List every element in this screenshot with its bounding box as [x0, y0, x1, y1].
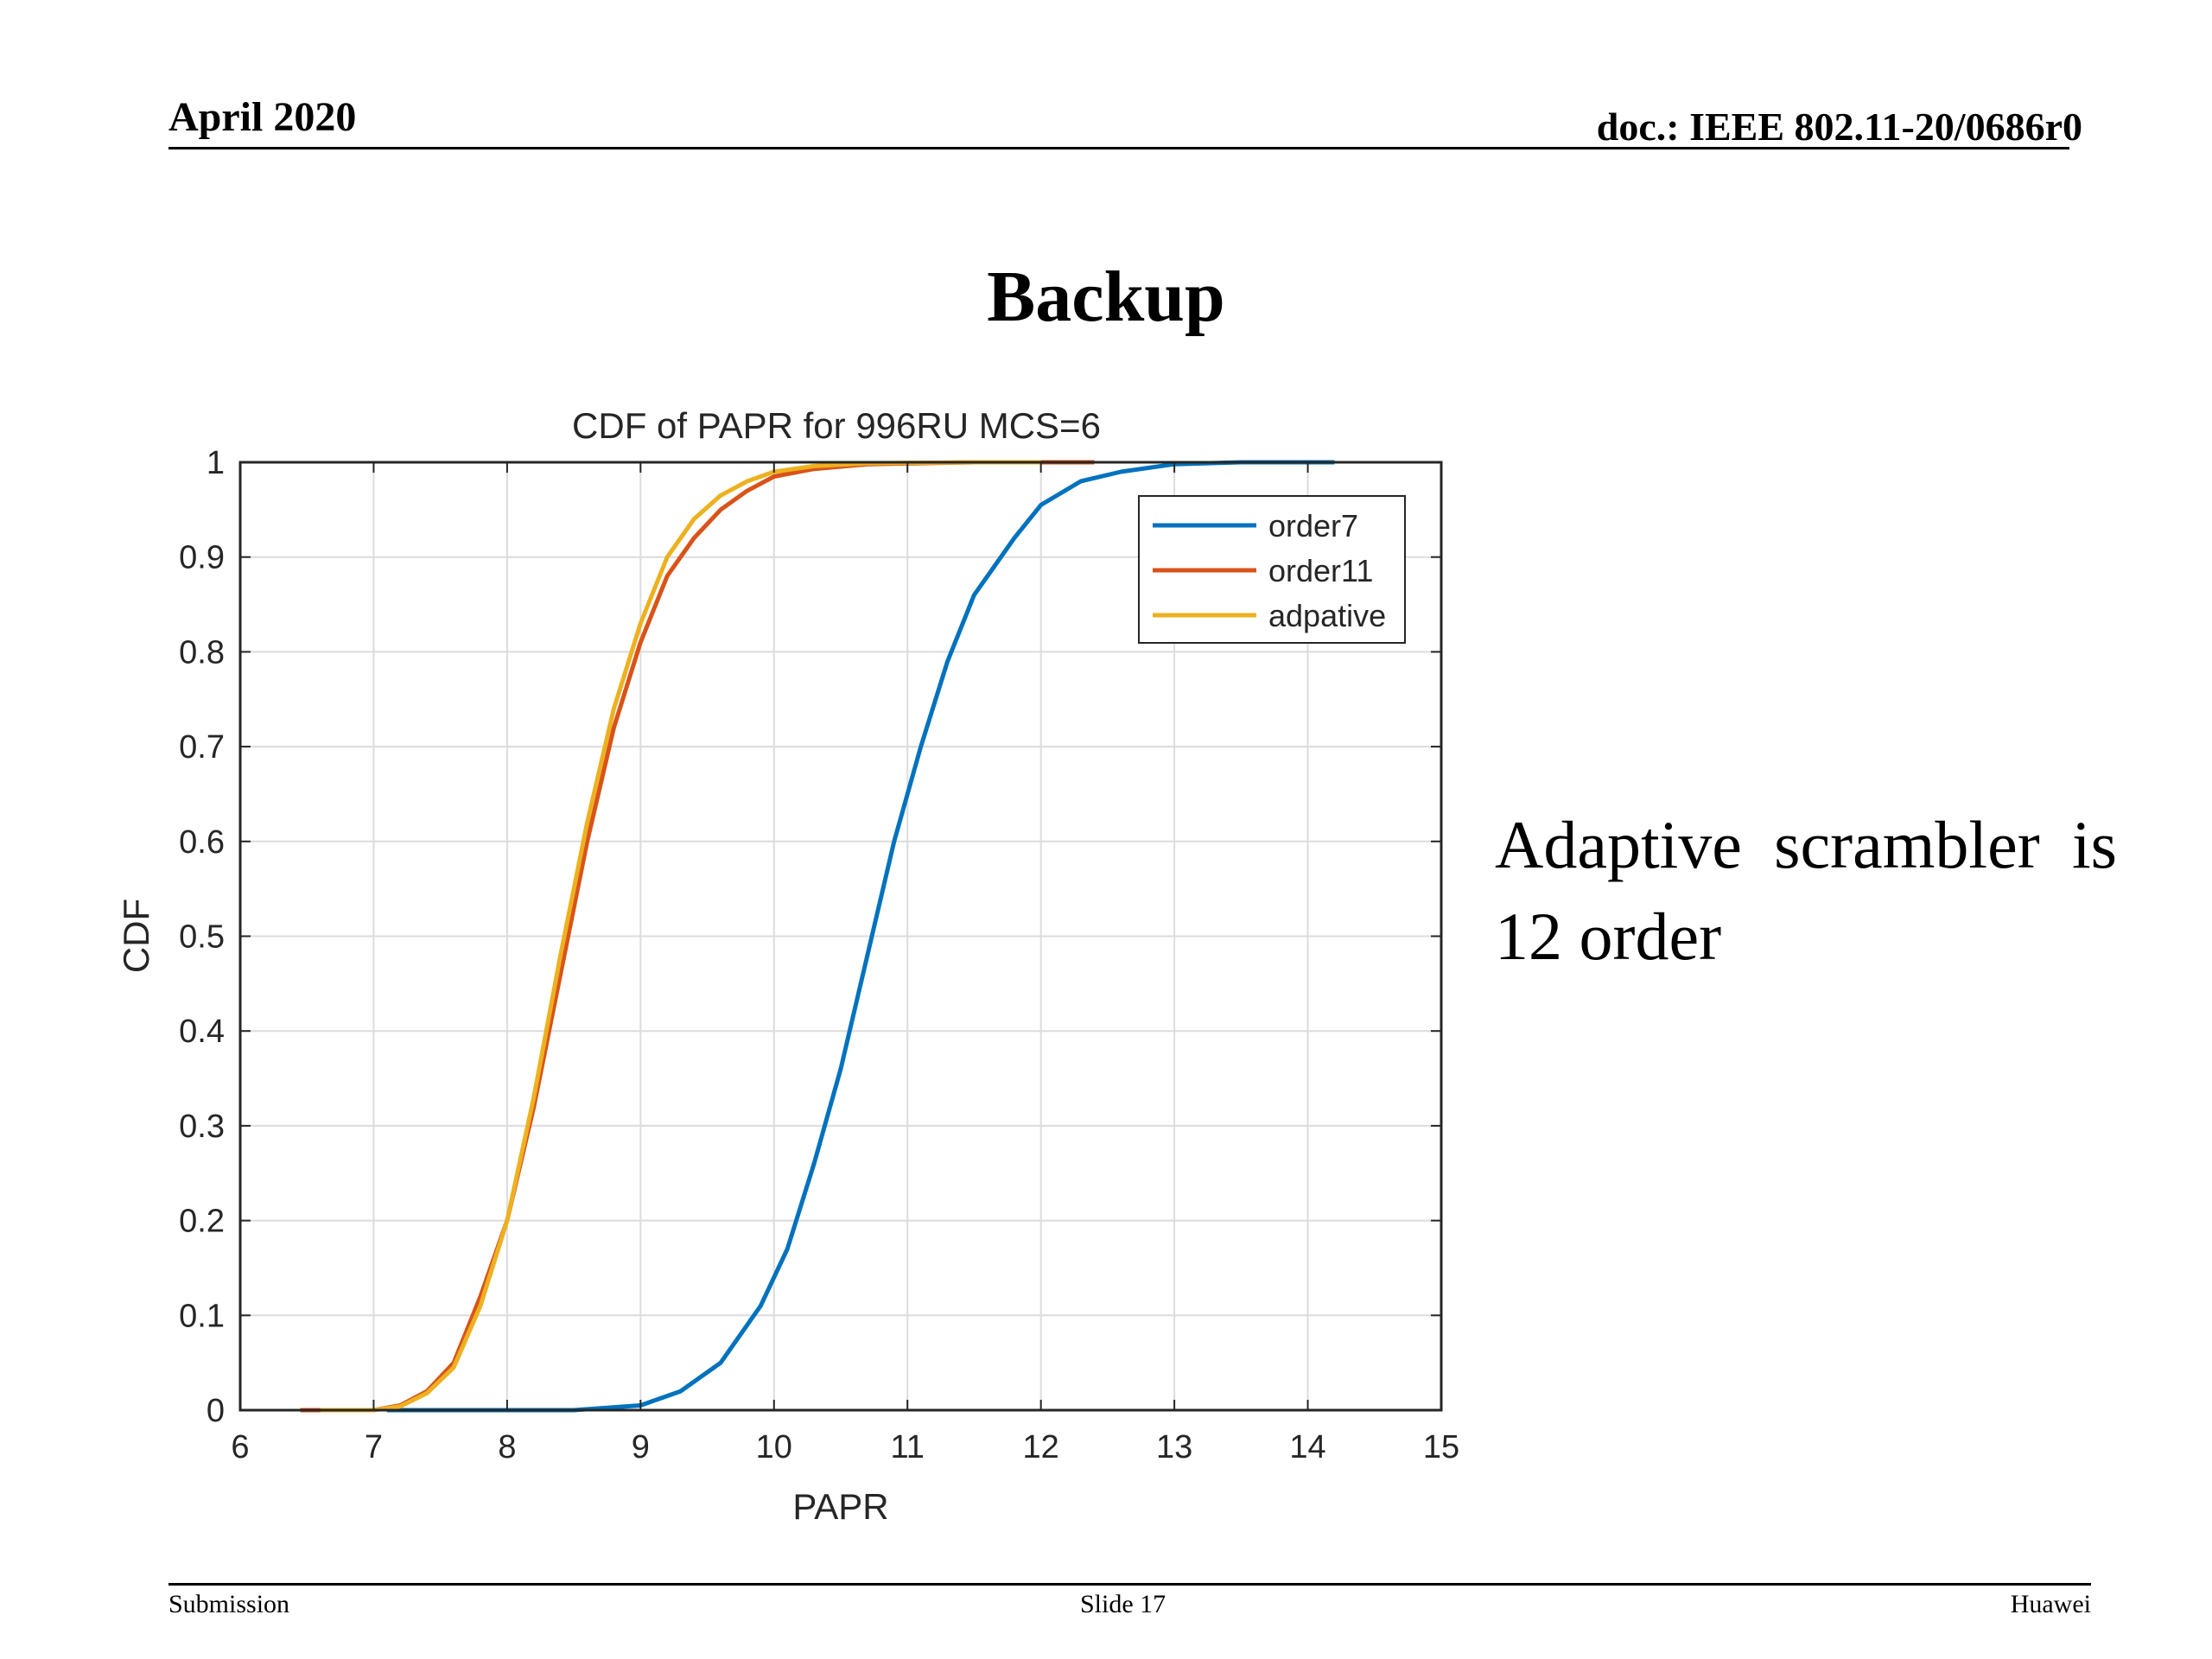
x-tick-label: 11 — [890, 1429, 924, 1465]
x-tick-label: 15 — [1423, 1429, 1459, 1465]
series-layer — [300, 460, 1335, 1413]
header-doc-id: doc.: IEEE 802.11-20/0686r0 — [1596, 105, 2082, 149]
y-tick-label: 0.1 — [179, 1298, 225, 1334]
y-tick-label: 0.8 — [179, 634, 225, 671]
series-line-order7 — [386, 460, 1335, 1413]
x-tick-label: 6 — [231, 1429, 249, 1465]
x-tick-label: 10 — [756, 1429, 792, 1465]
chart-title: CDF of PAPR for 996RU MCS=6 — [572, 405, 1101, 446]
y-axis-label: CDF — [116, 899, 156, 973]
legend-label-order7: order7 — [1268, 508, 1358, 543]
footer-divider — [168, 1583, 2091, 1586]
y-tick-label: 0.3 — [179, 1109, 225, 1145]
y-tick-label: 0.7 — [179, 729, 225, 766]
chart-legend: order7 order11 adpative — [1138, 495, 1406, 644]
x-tick-label: 13 — [1156, 1429, 1192, 1465]
legend-label-adpative: adpative — [1268, 598, 1386, 633]
footer-company: Huawei — [2010, 1590, 2091, 1618]
footer-slide-number: Slide 17 — [1080, 1590, 1166, 1618]
header-divider — [168, 147, 2069, 149]
y-tick-label: 0.6 — [179, 824, 225, 861]
x-tick-label: 12 — [1023, 1429, 1059, 1465]
y-tick-label: 0.5 — [179, 919, 225, 956]
side-note: Adaptive scrambler is 12 order — [1495, 807, 2117, 974]
x-tick-label: 14 — [1289, 1429, 1325, 1465]
y-tick-label: 0.9 — [179, 540, 225, 576]
footer-submission: Submission — [168, 1590, 290, 1618]
slide-title: Backup — [987, 257, 1225, 337]
y-tick-label: 0 — [207, 1393, 225, 1429]
x-tick-label: 8 — [498, 1429, 516, 1465]
header-date: April 2020 — [168, 94, 357, 140]
y-tick-label: 0.2 — [179, 1204, 225, 1240]
x-axis-label: PAPR — [792, 1486, 888, 1527]
x-tick-label: 9 — [632, 1429, 650, 1465]
legend-label-order11: order11 — [1268, 553, 1373, 588]
y-tick-label: 1 — [207, 445, 225, 481]
axis-ticks: 6 7 8 9 10 11 12 13 14 15 0 0.1 0.2 0.3 0.4 0.5 0.6 0.7 0.… — [179, 445, 1459, 1465]
y-tick-label: 0.4 — [179, 1014, 225, 1050]
series-line-adpative — [320, 460, 1041, 1413]
x-tick-label: 7 — [365, 1429, 383, 1465]
